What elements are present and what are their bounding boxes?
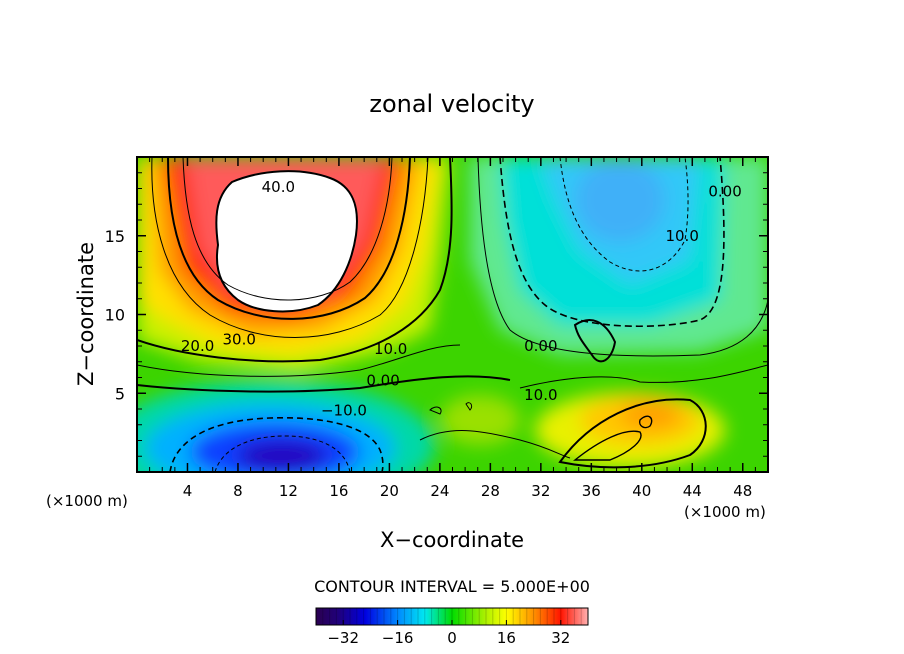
colorbar-tick-label: 16 [497, 629, 516, 647]
x-axis-ticks: 4 8 12 16 20 24 28 32 36 40 44 48 [149, 157, 756, 500]
colorbar-bands [322, 608, 582, 625]
x-tick-label: 24 [430, 482, 449, 500]
contour-label: 0.00 [524, 337, 557, 355]
x-tick-label: 4 [183, 482, 193, 500]
colorbar-tick-label: 0 [447, 629, 457, 647]
x-axis-label: X−coordinate [380, 528, 524, 552]
y-tick-label: 10 [105, 306, 125, 325]
contour-label: 0.00 [708, 183, 741, 201]
chart-title: zonal velocity [369, 90, 534, 118]
contour-label: 20.0 [181, 337, 214, 355]
x-tick-label: 40 [632, 482, 651, 500]
x-unit-right: (×1000 m) [684, 503, 766, 521]
contour-label: −10.0 [321, 402, 367, 420]
x-tick-label: 16 [329, 482, 348, 500]
contour-lines [137, 157, 768, 472]
contour-label: 0.00 [366, 372, 399, 390]
contour-label: 30.0 [223, 331, 256, 349]
contour-labels: 40.0 30.0 20.0 10.0 0.00 −10.0 0.00 10.0 10.0 0.0… [181, 178, 742, 420]
contour-label: 10.0 [524, 386, 557, 404]
max-core-region [215, 170, 358, 313]
y-axis-ticks: 5 10 15 [105, 172, 768, 457]
y-axis-label: Z−coordinate [74, 242, 98, 386]
contour-label: 40.0 [262, 178, 295, 196]
colorbar-tick-label: −16 [382, 629, 414, 647]
contour-label: 10.0 [374, 340, 407, 358]
x-tick-label: 32 [531, 482, 550, 500]
x-unit-left: (×1000 m) [46, 492, 128, 510]
y-tick-label: 5 [115, 384, 125, 403]
contour-label: 10.0 [665, 227, 698, 245]
colorbar-ticks: −32 −16 0 16 32 [327, 620, 570, 647]
contour-interval-label: CONTOUR INTERVAL = 5.000E+00 [314, 577, 590, 596]
y-tick-label: 15 [105, 227, 125, 246]
colorbar-tick-label: −32 [327, 629, 359, 647]
x-tick-label: 12 [279, 482, 298, 500]
x-tick-label: 28 [481, 482, 500, 500]
colorbar-tick-label: 32 [551, 629, 570, 647]
x-tick-label: 8 [233, 482, 243, 500]
contour-fill [137, 157, 768, 472]
x-tick-label: 44 [683, 482, 702, 500]
x-tick-label: 36 [582, 482, 601, 500]
x-tick-label: 20 [380, 482, 399, 500]
x-tick-label: 48 [733, 482, 752, 500]
